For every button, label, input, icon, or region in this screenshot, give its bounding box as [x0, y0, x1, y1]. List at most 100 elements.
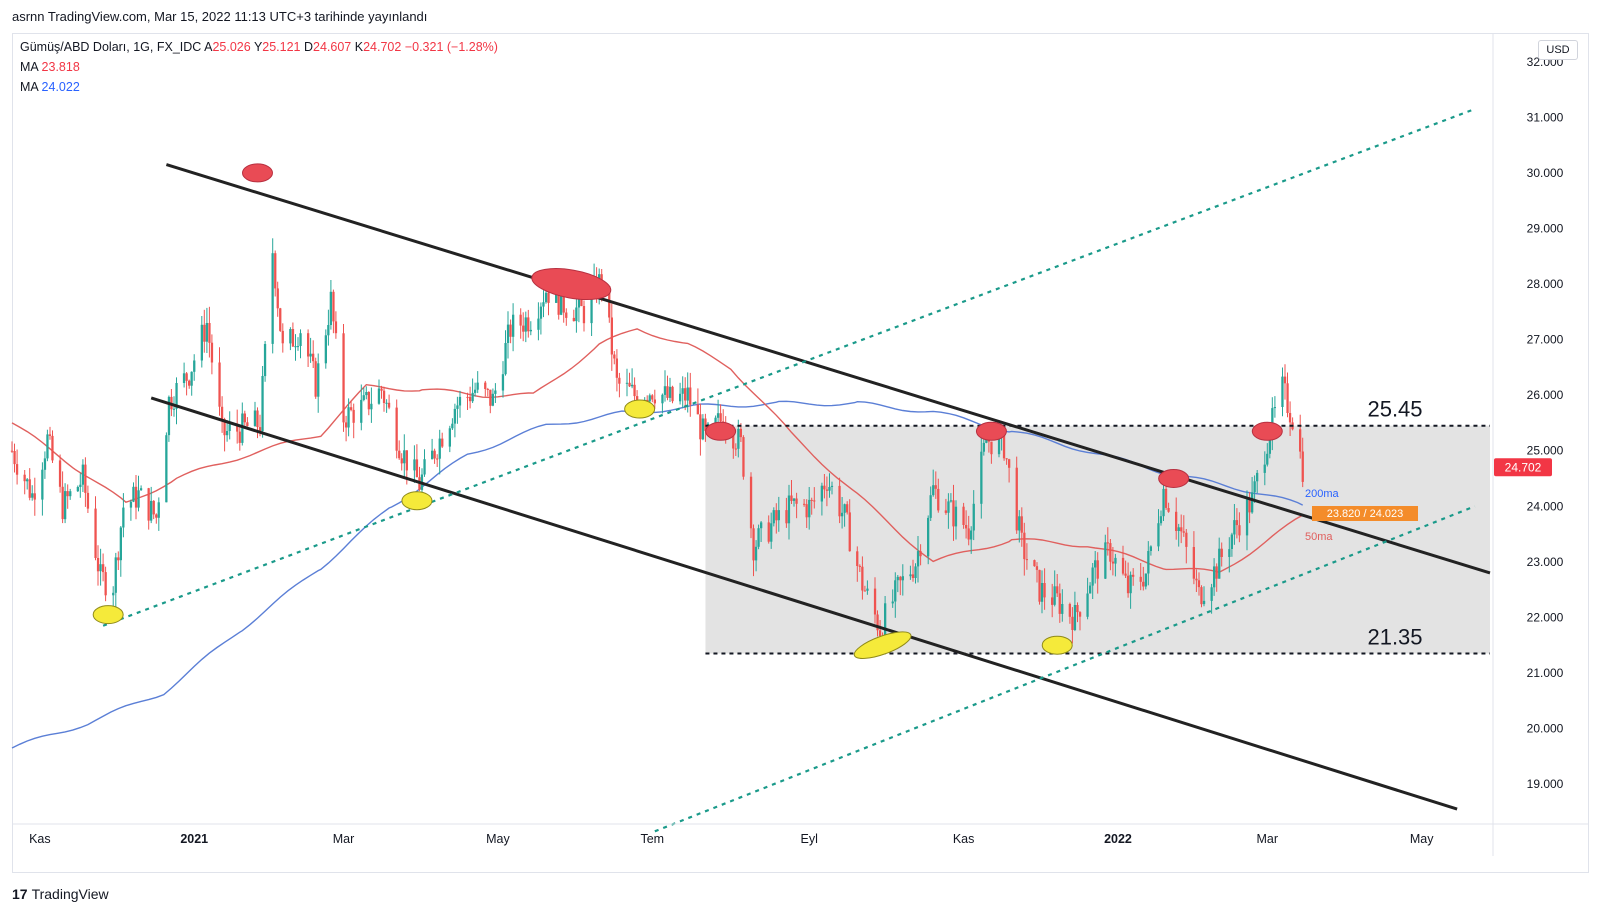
price-tick-label: 20.000	[1527, 722, 1564, 736]
candle	[223, 419, 226, 436]
candle	[1086, 593, 1089, 617]
range-box	[705, 425, 1490, 654]
candle	[1185, 532, 1188, 547]
candle	[453, 408, 456, 424]
candle	[767, 522, 770, 542]
candle	[841, 512, 844, 517]
candle	[749, 476, 753, 529]
candle	[997, 435, 1001, 455]
price-tick-label: 31.000	[1527, 110, 1564, 124]
candle	[653, 399, 656, 404]
open-label: A	[204, 40, 213, 54]
time-tick-label: Mar	[1257, 832, 1279, 846]
candle	[742, 437, 745, 477]
resistance-marker	[241, 163, 273, 183]
price-tick-label: 23.000	[1527, 555, 1564, 569]
candle	[519, 314, 522, 326]
candle	[150, 500, 153, 521]
candle	[129, 501, 133, 508]
candle	[792, 498, 796, 501]
channel-line[interactable]	[150, 396, 1458, 811]
high-label: Y	[253, 40, 263, 54]
legend-ma-50: MA 23.818	[20, 60, 80, 74]
price-tick-label: 28.000	[1527, 277, 1564, 291]
candle	[896, 576, 899, 581]
candle	[1096, 560, 1099, 579]
candle	[701, 418, 705, 440]
price-tick-label: 25.000	[1527, 444, 1564, 458]
candle	[1124, 573, 1127, 576]
candle	[813, 500, 816, 502]
trend-line[interactable]	[654, 505, 1476, 833]
candle	[175, 383, 178, 409]
candle	[894, 580, 897, 602]
resistance-marker	[1251, 421, 1283, 441]
candle	[790, 495, 793, 501]
candle	[820, 485, 823, 502]
candle	[167, 396, 171, 436]
candle	[314, 361, 317, 397]
candle	[448, 428, 451, 447]
open-value: 25.026	[212, 40, 251, 54]
symbol-name[interactable]: Gümüş/ABD Doları, 1G, FX_IDC	[20, 40, 202, 54]
candle	[79, 484, 82, 487]
support-marker	[92, 605, 124, 625]
candle	[456, 405, 459, 409]
candle	[504, 343, 507, 375]
candle	[625, 382, 629, 384]
candle	[365, 392, 368, 396]
candle	[666, 386, 669, 398]
candle	[370, 403, 373, 410]
currency-button[interactable]: USD	[1538, 40, 1578, 60]
candle	[41, 469, 44, 500]
candle	[139, 488, 143, 491]
candle	[825, 489, 829, 491]
candle	[307, 333, 310, 357]
candle	[1005, 458, 1008, 460]
candle	[1111, 561, 1115, 564]
candle	[962, 506, 965, 525]
candle	[1139, 576, 1142, 582]
candle	[317, 363, 320, 397]
candle	[537, 318, 540, 330]
candle	[296, 346, 300, 348]
last-price-badge	[1494, 458, 1552, 477]
candle	[31, 493, 34, 498]
candle	[1175, 511, 1178, 531]
candle	[291, 329, 295, 347]
candle	[846, 504, 849, 513]
support-marker	[1041, 635, 1073, 655]
candle	[246, 422, 249, 427]
candle	[873, 588, 877, 615]
candle	[46, 434, 49, 459]
candle	[1248, 499, 1251, 513]
candle	[309, 353, 312, 357]
candle	[324, 335, 327, 364]
candle	[909, 574, 912, 577]
candle	[86, 492, 90, 509]
candle	[203, 324, 206, 342]
candle	[777, 510, 780, 521]
channel-line[interactable]	[165, 163, 1491, 575]
ma1-label[interactable]: MA	[20, 60, 39, 74]
candle	[1038, 569, 1041, 602]
legend-ohlc: Gümüş/ABD Doları, 1G, FX_IDC A25.026 Y25…	[20, 40, 498, 54]
ma2-label[interactable]: MA	[20, 80, 39, 94]
candle	[1299, 429, 1302, 452]
trend-line[interactable]	[102, 107, 1476, 627]
candle	[69, 491, 72, 497]
candle	[188, 380, 191, 386]
candle	[716, 413, 720, 418]
candle	[785, 510, 788, 524]
candle	[15, 464, 19, 475]
candle	[58, 460, 62, 487]
candle	[362, 395, 365, 400]
candle	[387, 402, 391, 408]
candle	[190, 371, 193, 386]
candle	[380, 388, 383, 391]
candle	[413, 459, 416, 471]
candle	[1195, 578, 1198, 581]
candle	[1089, 585, 1092, 594]
tradingview-logo[interactable]: 17 TradingView	[12, 886, 109, 902]
